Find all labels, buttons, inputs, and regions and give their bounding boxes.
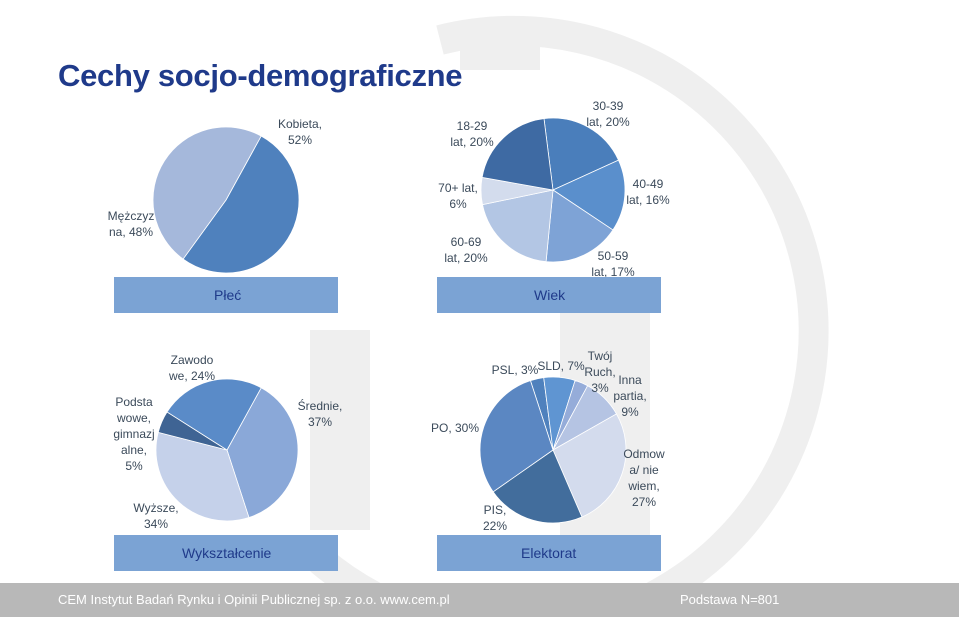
- pie-label-60-69: 60-69 lat, 20%: [436, 234, 496, 266]
- caption-elektorat: Elektorat: [521, 545, 577, 561]
- pie-label-line: 34%: [143, 517, 169, 531]
- pie-chart-wiek: [480, 117, 626, 263]
- pie-label-line: 27%: [631, 495, 657, 509]
- pie-label-srednie: Średnie, 37%: [290, 398, 350, 430]
- caption-bar-wiek: Wiek: [437, 277, 661, 313]
- pie-label-line: 30-39: [592, 99, 624, 113]
- footer-company: CEM Instytut Badań Rynku i Opinii Public…: [58, 592, 450, 607]
- pie-slice: [481, 118, 554, 191]
- pie-slice: [226, 387, 299, 519]
- caption-bar-elektorat: Elektorat: [437, 535, 661, 571]
- pie-label-line: SLD, 7%: [537, 359, 585, 373]
- caption-plec: Płeć: [214, 287, 242, 303]
- pie-label-inna-partia: Inna partia, 9%: [608, 372, 652, 420]
- pie-label-line: 22%: [482, 519, 508, 533]
- pie-chart-elektorat: [479, 376, 627, 524]
- footer-bar: CEM Instytut Badań Rynku i Opinii Public…: [0, 583, 959, 617]
- pie-slice: [166, 378, 262, 451]
- caption-wiek: Wiek: [534, 287, 566, 303]
- pie-label-line: wiem,: [628, 479, 660, 493]
- pie-label-line: lat, 20%: [450, 135, 494, 149]
- pie-slice: [479, 380, 554, 493]
- pie-label-line: 50-59: [597, 249, 629, 263]
- pie-label-line: Ruch,: [584, 365, 616, 379]
- pie-label-line: wowe,: [116, 411, 151, 425]
- pie-slice: [182, 135, 300, 274]
- pie-label-line: we, 24%: [168, 369, 216, 383]
- pie-slice: [552, 159, 626, 231]
- pie-label-40-49: 40-49 lat, 16%: [618, 176, 678, 208]
- pie-label-30-39: 30-39 lat, 20%: [578, 98, 638, 130]
- caption-bar-plec: Płeć: [114, 277, 338, 313]
- pie-label-sld: SLD, 7%: [534, 358, 588, 374]
- pie-label-line: partia,: [613, 389, 647, 403]
- pie-label-wyzsze: Wyższe, 34%: [126, 500, 186, 532]
- pie-label-line: Odmow: [623, 447, 665, 461]
- pie-label-line: Mężczyz: [107, 209, 155, 223]
- pie-label-odmowa: Odmow a/ nie wiem, 27%: [612, 446, 676, 510]
- pie-label-line: lat, 17%: [591, 265, 635, 279]
- pie-label-twoj-ruch: Twój Ruch, 3%: [578, 348, 622, 396]
- pie-label-line: 3%: [591, 381, 609, 395]
- footer-base: Podstawa N=801: [680, 592, 780, 607]
- pie-label-line: a/ nie: [629, 463, 659, 477]
- pie-chart-wyksztalcenie: [155, 378, 299, 522]
- pie-label-line: Podsta: [115, 395, 153, 409]
- pie-label-line: PIS,: [483, 503, 507, 517]
- pie-slice: [155, 431, 250, 522]
- pie-label-50-59: 50-59 lat, 17%: [583, 248, 643, 280]
- pie-label-70plus: 70+ lat, 6%: [428, 180, 488, 212]
- page-title: Cechy socjo-demograficzne: [58, 58, 463, 93]
- pie-label-line: lat, 16%: [626, 193, 670, 207]
- pie-label-line: 60-69: [450, 235, 482, 249]
- pie-slice: [492, 449, 583, 524]
- pie-label-line: Twój: [587, 349, 613, 363]
- pie-label-pis: PIS, 22%: [468, 502, 522, 534]
- pie-label-podstawowe: Podsta wowe, gimnazj alne, 5%: [106, 394, 162, 474]
- pie-label-line: lat, 20%: [444, 251, 488, 265]
- pie-label-line: PO, 30%: [430, 421, 480, 435]
- pie-label-line: lat, 20%: [586, 115, 630, 129]
- pie-slice: [152, 126, 262, 260]
- pie-slice: [482, 189, 554, 263]
- pie-label-line: PSL, 3%: [491, 363, 539, 377]
- pie-label-18-29: 18-29 lat, 20%: [442, 118, 502, 150]
- pie-label-line: 52%: [287, 133, 313, 147]
- pie-label-line: gimnazj: [113, 427, 155, 441]
- pie-slice: [543, 117, 620, 191]
- pie-label-line: 40-49: [632, 177, 664, 191]
- pie-label-line: Wyższe,: [133, 501, 179, 515]
- pie-label-psl: PSL, 3%: [488, 362, 542, 378]
- pie-label-line: 37%: [307, 415, 333, 429]
- pie-label-line: 18-29: [456, 119, 488, 133]
- pie-label-line: 6%: [449, 197, 467, 211]
- caption-wyksztalcenie: Wykształcenie: [182, 545, 272, 561]
- pie-label-line: na, 48%: [108, 225, 154, 239]
- pie-label-line: 5%: [125, 459, 143, 473]
- pie-label-line: 70+ lat,: [438, 181, 478, 195]
- pie-label-line: 9%: [621, 405, 639, 419]
- caption-bar-wyksztalcenie: Wykształcenie: [114, 535, 338, 571]
- pie-label-line: Inna: [618, 373, 642, 387]
- pie-label-mezczyzna: Mężczyz na, 48%: [100, 208, 162, 240]
- pie-label-kobieta: Kobieta, 52%: [270, 116, 330, 148]
- pie-label-zawodowe: Zawodo we, 24%: [162, 352, 222, 384]
- pie-label-line: Kobieta,: [277, 117, 323, 131]
- pie-label-line: alne,: [120, 443, 148, 457]
- pie-label-po: PO, 30%: [428, 420, 482, 436]
- pie-label-line: Zawodo: [170, 353, 214, 367]
- pie-chart-plec: [152, 126, 300, 274]
- pie-slice: [545, 189, 614, 263]
- pie-label-line: Średnie,: [297, 399, 343, 413]
